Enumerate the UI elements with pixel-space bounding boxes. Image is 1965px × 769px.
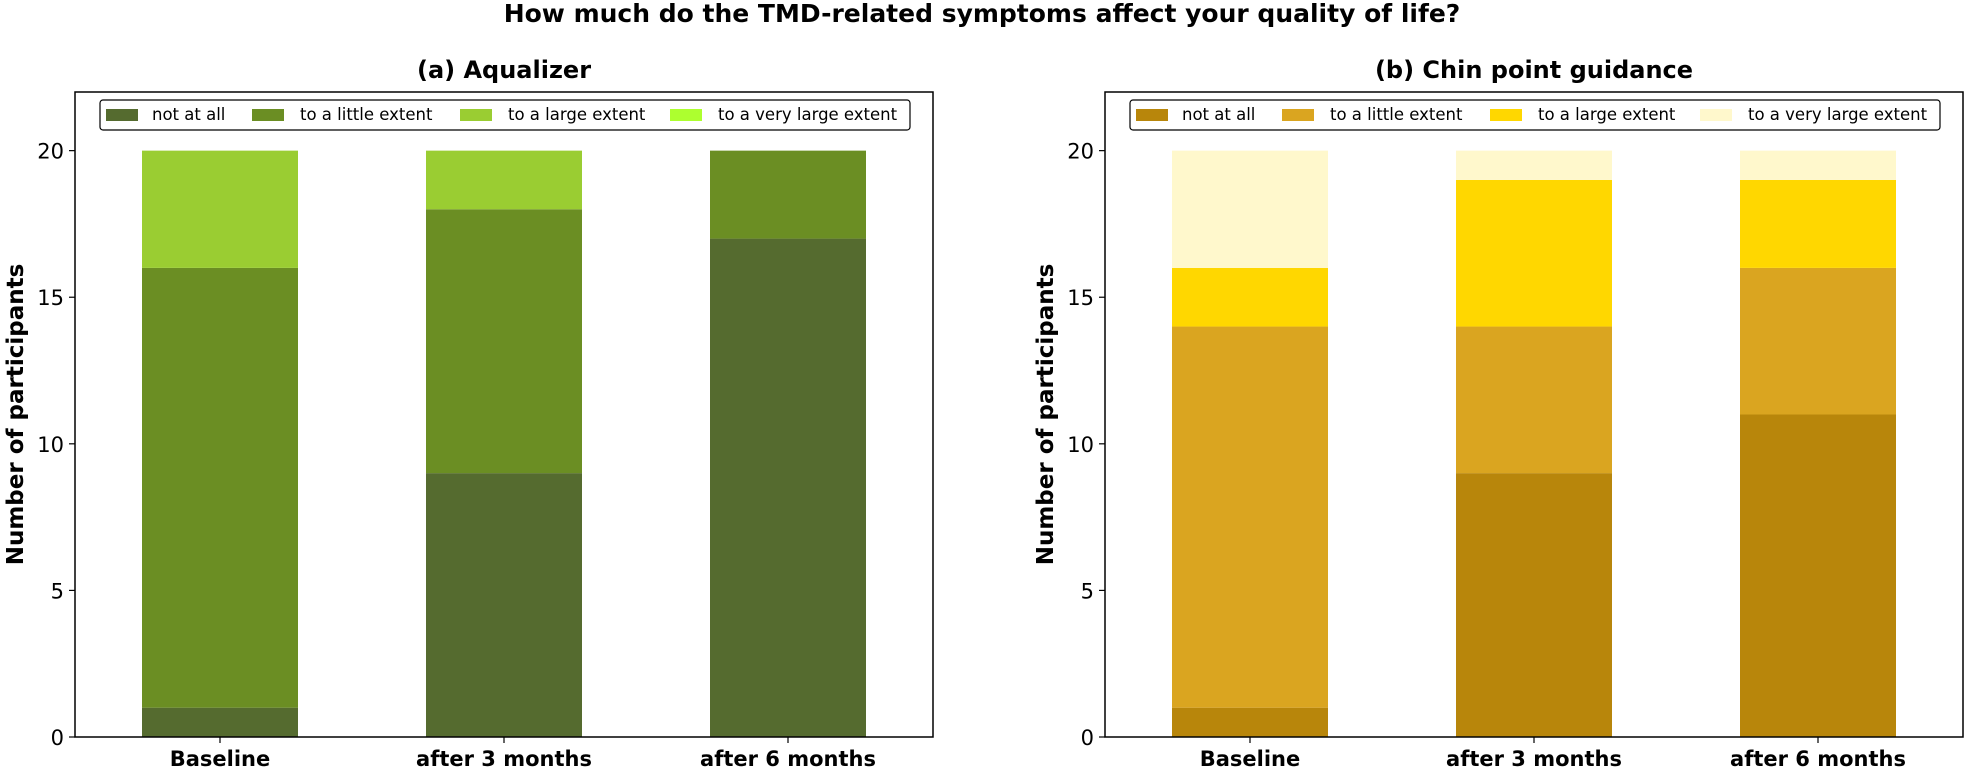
legend-label: to a very large extent <box>1748 105 1928 124</box>
bar-segment <box>1172 150 1328 268</box>
bar-segment <box>1740 179 1896 268</box>
x-tick-label: Baseline <box>170 747 271 769</box>
bar-segment <box>426 209 582 474</box>
legend: not at all to a little extent to a large e… <box>99 99 911 131</box>
y-tick-label: 5 <box>51 579 64 603</box>
legend: not at all to a little extent to a large e… <box>1129 99 1941 131</box>
legend-label: to a little extent <box>1330 105 1463 124</box>
x-tick-label: Baseline <box>1200 747 1301 769</box>
bar-segment <box>1456 179 1612 327</box>
legend-box <box>1129 99 1941 131</box>
bar-segment <box>1456 473 1612 737</box>
y-tick-label: 10 <box>37 433 64 457</box>
bar-segment <box>710 150 866 239</box>
legend-swatch <box>1136 109 1168 121</box>
legend-label: to a little extent <box>300 105 433 124</box>
x-tick-label: after 3 months <box>1446 747 1622 769</box>
bar-segment <box>1172 326 1328 708</box>
bar-segment <box>710 238 866 737</box>
bar-segment <box>1740 414 1896 737</box>
legend-label: not at all <box>152 105 225 124</box>
chart-panels: (a) Aqualizer 0 5 10 15 20 Baseline after 3 mon… <box>3 56 1964 769</box>
legend-swatch <box>1490 109 1522 121</box>
bar-segment <box>426 473 582 737</box>
bar-segment <box>142 150 298 268</box>
panel-title: (a) Aqualizer <box>417 56 591 84</box>
bar-segment <box>426 150 582 210</box>
bar-segment <box>1172 707 1328 737</box>
panel-title: (b) Chin point guidance <box>1375 56 1693 84</box>
y-tick-label: 5 <box>1081 579 1094 603</box>
y-tick-label: 0 <box>51 726 64 750</box>
legend-swatch <box>1282 109 1314 121</box>
legend-swatch <box>252 109 284 121</box>
bar-segment <box>1172 267 1328 327</box>
y-tick-label: 20 <box>37 140 64 164</box>
x-tick-label: after 3 months <box>416 747 592 769</box>
chart-panel-2: (b) Chin point guidance 0 5 10 15 20 Baseline a… <box>1033 56 1964 769</box>
y-tick-label: 10 <box>1067 433 1094 457</box>
legend-label: to a large extent <box>1538 105 1676 124</box>
bar-segment <box>1456 326 1612 474</box>
legend-box <box>99 99 911 131</box>
y-tick-label: 15 <box>1067 286 1094 310</box>
legend-label: to a very large extent <box>718 105 898 124</box>
bar-segment <box>1740 267 1896 415</box>
x-tick-label: after 6 months <box>700 747 876 769</box>
legend-swatch <box>1700 109 1732 121</box>
y-tick-label: 15 <box>37 286 64 310</box>
y-axis-label: Number of participants <box>1033 264 1059 566</box>
y-axis-label: Number of participants <box>3 264 29 566</box>
bar-segment <box>1456 150 1612 180</box>
x-tick-label: after 6 months <box>1730 747 1906 769</box>
legend-swatch <box>670 109 702 121</box>
legend-swatch <box>460 109 492 121</box>
y-tick-label: 20 <box>1067 140 1094 164</box>
legend-label: not at all <box>1182 105 1255 124</box>
legend-label: to a large extent <box>508 105 646 124</box>
figure-suptitle: How much do the TMD-related symptoms aff… <box>504 0 1461 28</box>
bar-segment <box>142 707 298 737</box>
bar-segment <box>142 267 298 708</box>
y-tick-label: 0 <box>1081 726 1094 750</box>
chart-panel-1: (a) Aqualizer 0 5 10 15 20 Baseline after 3 mon… <box>3 56 934 769</box>
bar-segment <box>1740 150 1896 180</box>
legend-swatch <box>106 109 138 121</box>
